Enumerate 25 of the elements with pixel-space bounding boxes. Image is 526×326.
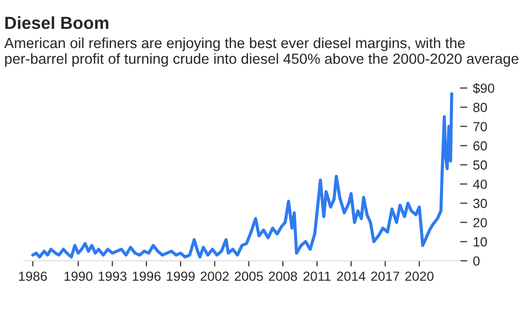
x-tick-label: 1986: [19, 272, 47, 281]
x-tick-label: 1996: [132, 272, 161, 281]
x-tick-label: 1999: [166, 272, 195, 281]
y-tick-label: 0: [473, 256, 480, 266]
chart-subtitle: American oil refiners are enjoying the best ever diesel margins, with the per-barrel profit of turning crude into diesel 450% above the 2000-2020 average: [4, 37, 518, 67]
y-tick-label: $90: [472, 83, 494, 94]
x-tick-label: 1990: [64, 272, 92, 281]
x-tick-label: 2011: [303, 272, 331, 281]
y-tick-label: 70: [473, 122, 487, 132]
y-tick-label: 80: [473, 102, 487, 112]
x-tick-label: 2005: [234, 272, 263, 281]
x-tick-label: 2017: [371, 272, 400, 281]
y-tick-label: 50: [473, 160, 487, 170]
x-tick-label: 2008: [268, 272, 297, 281]
y-tick-label: 40: [473, 180, 487, 189]
x-tick-label: 2020: [405, 272, 434, 281]
line-series: [31, 92, 454, 258]
y-tick-label: 10: [474, 237, 487, 247]
x-tick-label: 2002: [200, 272, 229, 281]
y-tick-label: 20: [473, 218, 487, 228]
x-tick-label: 2014: [337, 272, 366, 281]
x-tick-label: 1993: [98, 272, 126, 281]
chart-title: Diesel Boom: [5, 16, 108, 30]
y-tick-label: 60: [473, 141, 487, 151]
y-tick-label: 30: [473, 198, 487, 208]
